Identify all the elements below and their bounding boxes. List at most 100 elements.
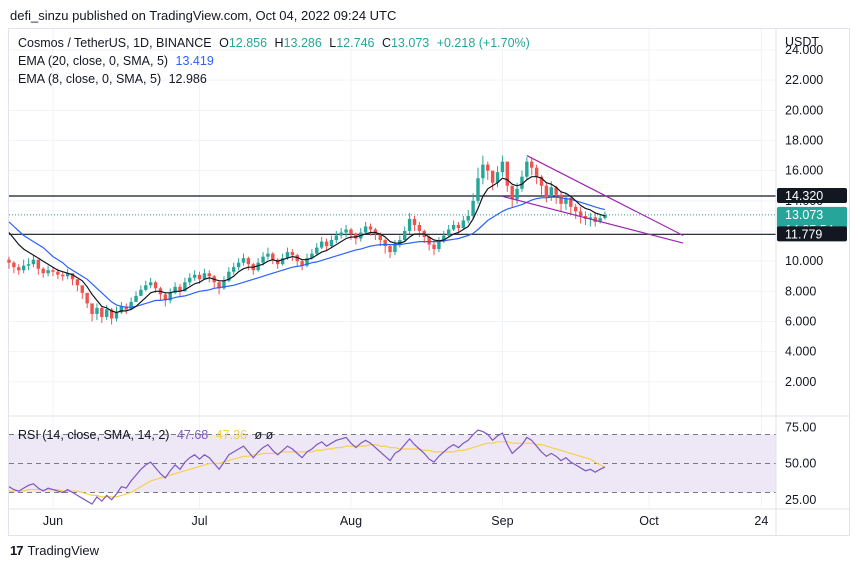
- resistance-price-tag: [777, 188, 847, 204]
- candle-body: [56, 271, 60, 275]
- support-price-tag: [777, 226, 847, 242]
- candle-body: [461, 220, 466, 228]
- candle-body: [31, 259, 36, 265]
- y-tick-label: 22.000: [785, 73, 823, 87]
- candle-body: [427, 237, 431, 245]
- candle-body: [36, 259, 41, 269]
- close-label: C: [381, 36, 391, 50]
- candle-body: [114, 312, 119, 319]
- candle-body: [564, 197, 568, 204]
- candle-body: [290, 252, 295, 256]
- candle-body: [324, 241, 329, 247]
- candle-body: [85, 292, 89, 304]
- rsi-legend: RSI (14, close, SMA, 14, 2) 47.68 47.36 …: [18, 428, 277, 442]
- candle-body: [285, 252, 290, 259]
- candle-body: [300, 261, 304, 266]
- candle-body: [95, 307, 99, 314]
- candle-body: [490, 170, 495, 183]
- candle-body: [266, 253, 270, 257]
- y-tick-label: 6.000: [785, 315, 816, 329]
- candle-body: [202, 273, 207, 280]
- candle-body: [588, 217, 593, 219]
- close-value: 13.073: [390, 36, 430, 50]
- candle-body: [520, 176, 524, 189]
- candle-body: [534, 167, 539, 177]
- candle-body: [295, 255, 299, 262]
- rsi-tick-label: 50.00: [785, 457, 816, 471]
- candle-body: [65, 273, 70, 277]
- candle-body: [407, 218, 412, 231]
- candle-body: [363, 226, 368, 233]
- y-tick-label: 8.000: [785, 284, 816, 298]
- candle-body: [21, 265, 26, 271]
- candle-body: [256, 262, 260, 271]
- candle-body: [573, 206, 578, 212]
- candle-body: [261, 256, 265, 263]
- candle-body: [100, 307, 104, 317]
- ema8-line: [8, 176, 606, 314]
- candle-body: [388, 246, 392, 253]
- open-label: O: [219, 36, 229, 50]
- candle-body: [515, 188, 519, 200]
- candle-body: [398, 240, 402, 245]
- candle-body: [412, 218, 417, 225]
- candle-body: [432, 244, 436, 250]
- candle-body: [80, 285, 84, 293]
- candle-body: [593, 217, 597, 222]
- candle-body: [310, 253, 314, 259]
- x-tick-label: Jul: [192, 514, 208, 528]
- currency-label: USDT: [785, 35, 819, 49]
- candle-body: [129, 301, 133, 310]
- rsi-tick-label: 25.00: [785, 493, 816, 507]
- candle-body: [505, 161, 510, 186]
- candle-body: [334, 235, 339, 241]
- wedge-trendline: [502, 195, 684, 244]
- candle-body: [578, 211, 583, 216]
- candle-body: [373, 229, 378, 235]
- candle-body: [148, 282, 153, 286]
- candle-body: [544, 185, 549, 197]
- candle-body: [446, 229, 451, 236]
- candle-body: [549, 187, 553, 197]
- ema20-line: [8, 196, 606, 308]
- candle-body: [124, 306, 128, 310]
- candle-body: [559, 194, 563, 204]
- high-value: 13.286: [283, 36, 322, 50]
- candle-body: [466, 215, 470, 221]
- candle-body: [598, 218, 602, 222]
- candle-body: [41, 268, 45, 274]
- y-tick-label: 20.000: [785, 103, 823, 117]
- candle-body: [329, 240, 334, 247]
- candle-body: [153, 282, 158, 289]
- rsi-sma-value: 47.36: [215, 428, 247, 442]
- candle-body: [569, 197, 573, 207]
- candle-body: [144, 285, 148, 290]
- change-value: +0.218 (+1.70%): [436, 36, 530, 50]
- footer-brand[interactable]: 17 TradingView: [10, 543, 99, 558]
- x-tick-label: Oct: [639, 514, 659, 528]
- candle-body: [280, 258, 285, 265]
- candle-body: [319, 241, 324, 248]
- symbol-name: Cosmos / TetherUS, 1D, BINANCE: [18, 36, 212, 50]
- candle-body: [104, 309, 109, 317]
- ema20-value: 13.419: [175, 54, 214, 68]
- resistance-price-text: 14.320: [785, 189, 823, 203]
- candle-body: [603, 214, 607, 219]
- candle-body: [192, 274, 197, 278]
- open-value: 12.856: [228, 36, 268, 50]
- y-tick-label: 2.000: [785, 375, 816, 389]
- candle-body: [207, 273, 212, 277]
- y-tick-label: 24.000: [785, 43, 823, 57]
- candle-body: [442, 235, 446, 242]
- ema8-value: 12.986: [168, 72, 207, 86]
- wedge-layer: [502, 155, 684, 244]
- candle-body: [539, 176, 544, 186]
- tradingview-brand-text: TradingView: [27, 543, 100, 558]
- candle-body: [163, 294, 168, 301]
- candle-body: [75, 279, 80, 286]
- rsi-extra: ø ø: [254, 428, 274, 442]
- low-value: 12.746: [336, 36, 375, 50]
- candle-body: [178, 286, 182, 292]
- candle-body: [17, 267, 21, 271]
